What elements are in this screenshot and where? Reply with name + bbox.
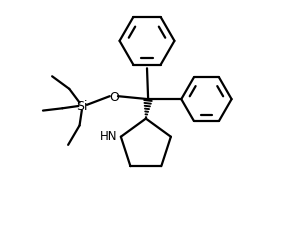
- Text: Si: Si: [76, 100, 88, 113]
- Text: O: O: [109, 90, 119, 103]
- Text: HN: HN: [100, 130, 117, 142]
